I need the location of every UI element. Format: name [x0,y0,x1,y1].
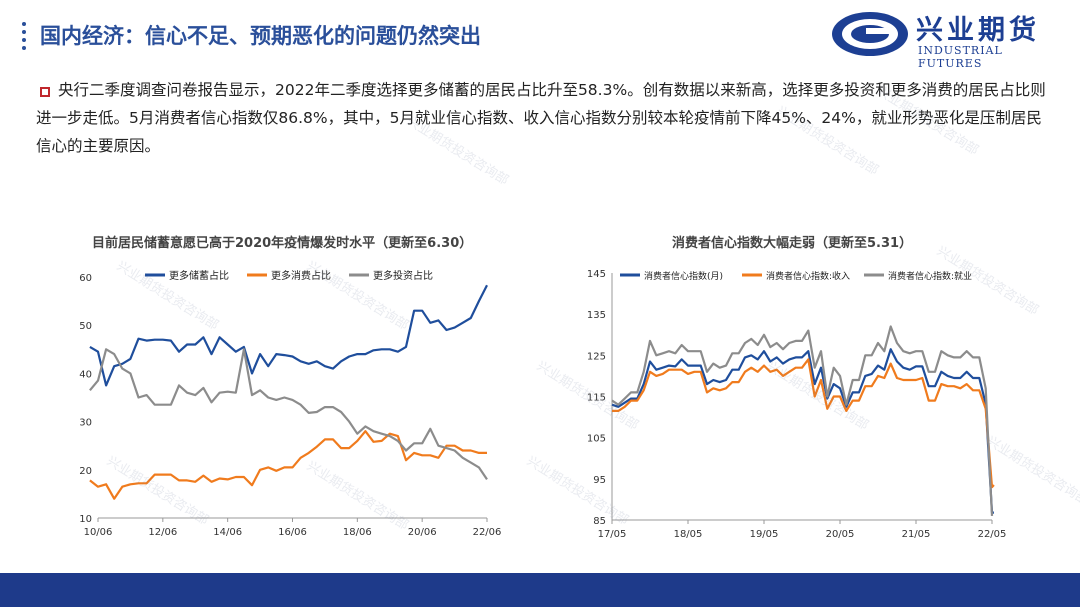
summary-line: 信心的主要原因。 [36,137,161,155]
series-line [611,325,994,516]
summary-line: 进一步走低。5月消费者信心指数仅86.8%，其中，5月就业信心指数、收入信心指数… [36,109,1042,127]
series-line [611,348,994,514]
y-tick-label: 20 [79,466,92,477]
y-tick-label: 125 [587,351,606,362]
y-tick-label: 135 [587,310,606,321]
legend-label: 消费者信心指数(月) [644,270,723,282]
legend-label: 更多投资占比 [373,269,433,282]
x-tick-label: 20/05 [826,529,855,540]
y-tick-label: 85 [593,516,606,527]
x-tick-label: 18/05 [674,529,703,540]
x-tick-label: 16/06 [278,527,307,538]
logo-text-en: INDUSTRIAL FUTURES [918,44,1003,70]
series-line [89,348,488,481]
chart-title: 消费者信心指数大幅走弱（更新至5.31） [672,236,913,251]
series-line [612,358,995,489]
confidence-chart: 85 95 105 115 125 135 145 17/05 18/05 19/05 20/05 2… [587,269,1007,540]
legend-label: 消费者信心指数:就业 [888,270,972,282]
title-decoration [22,22,28,54]
legend-label: 更多储蓄占比 [169,269,229,282]
legend-label: 消费者信心指数:收入 [766,270,850,282]
y-tick-label: 105 [587,434,606,445]
x-tick-label: 12/06 [148,527,177,538]
logo-text-cn: 兴业期货 [916,15,1040,46]
x-tick-label: 19/05 [750,529,779,540]
x-tick-label: 18/06 [343,527,372,538]
y-tick-label: 30 [79,418,92,429]
savings-chart: 10 20 30 40 50 60 10/06 12/06 14/06 16/06 18/06 20/… [79,269,502,538]
x-tick-label: 22/05 [978,529,1007,540]
series-line [89,430,487,500]
legend-label: 更多消费占比 [271,269,331,282]
y-tick-label: 10 [79,514,92,525]
logo-emblem-icon [832,12,908,56]
x-tick-label: 14/06 [213,527,242,538]
y-tick-label: 145 [587,269,606,280]
x-tick-label: 21/05 [902,529,931,540]
x-tick-label: 22/06 [473,527,502,538]
y-tick-label: 60 [79,273,92,284]
summary-line: 央行二季度调查问卷报告显示，2022年二季度选择更多储蓄的居民占比升至58.3%… [58,81,1046,99]
footer-bar [0,573,1080,607]
summary-paragraph: 央行二季度调查问卷报告显示，2022年二季度选择更多储蓄的居民占比升至58.3%… [36,76,1058,160]
company-logo: 兴业期货 INDUSTRIAL FUTURES [830,8,1070,70]
page-title: 国内经济：信心不足、预期恶化的问题仍然突出 [40,24,481,48]
bullet-icon [40,87,50,97]
x-tick-label: 10/06 [84,527,113,538]
chart-title: 目前居民储蓄意愿已高于2020年疫情爆发时水平（更新至6.30） [92,236,473,251]
y-tick-label: 115 [587,393,606,404]
y-tick-label: 95 [593,475,606,486]
x-tick-label: 20/06 [408,527,437,538]
y-tick-label: 50 [79,321,92,332]
y-tick-label: 40 [79,369,92,380]
series-line [89,284,488,387]
x-tick-label: 17/05 [598,529,627,540]
